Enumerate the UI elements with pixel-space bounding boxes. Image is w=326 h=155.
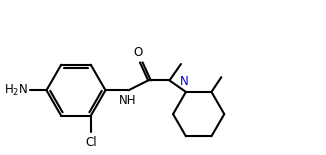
Text: O: O (134, 46, 143, 59)
Text: Cl: Cl (85, 136, 96, 149)
Text: N: N (180, 75, 189, 88)
Text: H$_2$N: H$_2$N (4, 83, 28, 98)
Text: NH: NH (119, 94, 137, 107)
